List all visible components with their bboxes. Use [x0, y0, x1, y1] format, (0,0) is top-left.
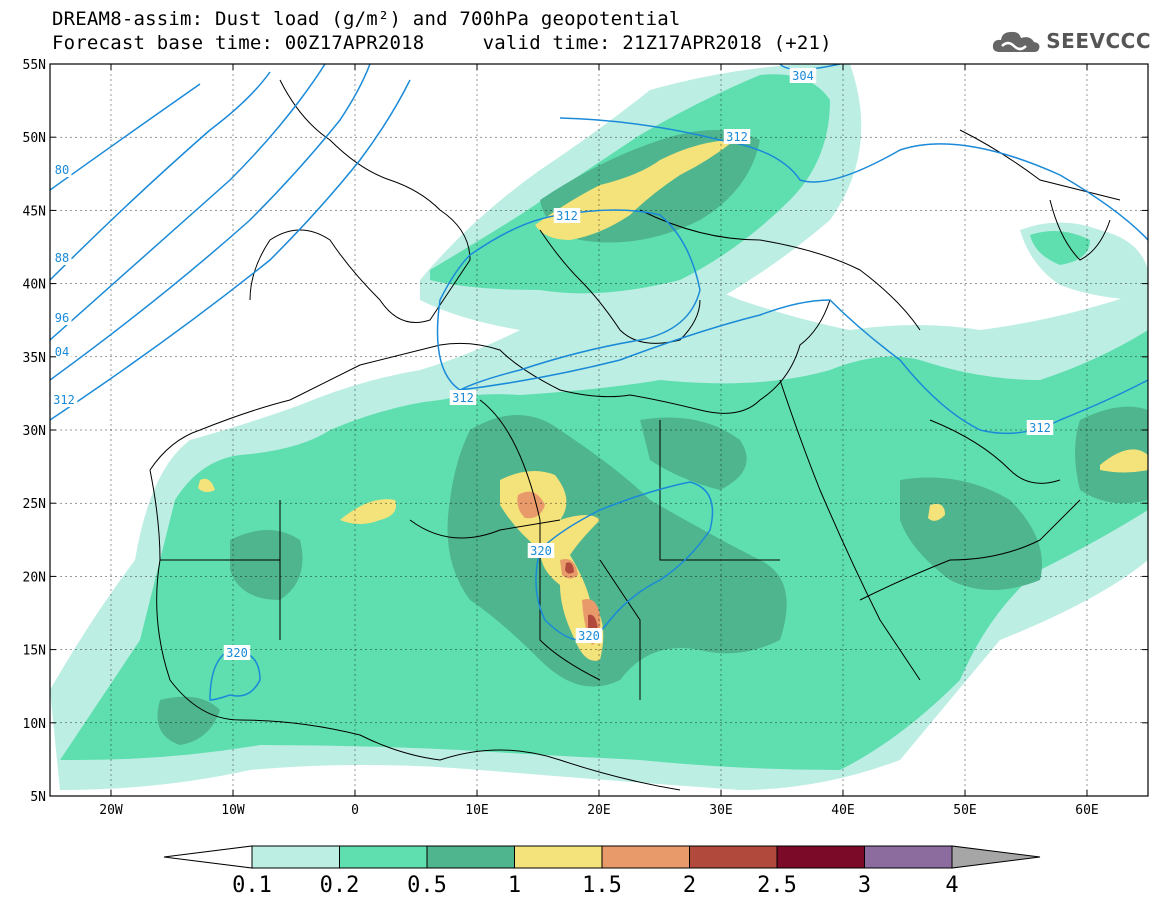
contour-label: 312 — [556, 209, 578, 223]
colorbar-max-arrow — [951, 845, 1041, 869]
contour-label: 96 — [55, 311, 69, 325]
contour-label: 312 — [452, 391, 474, 405]
lon-tick-label: 60E — [1075, 803, 1098, 818]
lon-tick-label: 30E — [709, 803, 732, 818]
contour-label-bg — [789, 68, 817, 83]
contour-label-bg — [50, 392, 78, 407]
colorbar-min-arrow — [163, 845, 253, 869]
contour-label: 88 — [55, 251, 69, 265]
colorbar-segment — [776, 845, 865, 869]
contour-label: 312 — [1029, 421, 1051, 435]
colorbar-segment — [601, 845, 690, 869]
lon-tick-label: 10W — [221, 803, 245, 818]
colorbar-segment — [426, 845, 515, 869]
lat-tick-label: 20N — [23, 570, 46, 585]
contour-label-bg — [52, 310, 72, 325]
lat-tick-label: 55N — [23, 58, 46, 73]
colorbar-segment — [339, 845, 428, 869]
title-line-2: Forecast base time: 00Z17APR2018 valid t… — [52, 32, 832, 54]
lat-tick-label: 10N — [23, 717, 46, 732]
colorbar-segment — [251, 845, 340, 869]
lat-tick-label: 50N — [23, 131, 46, 146]
contour-label: 320 — [226, 646, 248, 660]
contour-label-bg — [527, 543, 555, 558]
lon-axis: 20W 10W 0 10E 20E 30E 40E 50E 60E — [99, 64, 1099, 818]
lat-tick-label: 35N — [23, 351, 46, 366]
coastlines — [149, 79, 1121, 791]
lon-tick-label: 40E — [831, 803, 854, 818]
contour-label-bg — [223, 645, 251, 660]
contour-label-bg — [52, 344, 72, 359]
contour-label: 304 — [792, 69, 814, 83]
lat-tick-label: 30N — [23, 424, 46, 439]
contour-label-bg — [1026, 420, 1054, 435]
colorbar-label: 0.1 — [232, 873, 272, 898]
contour-label: 80 — [55, 163, 69, 177]
colorbar-label: 1.5 — [582, 873, 622, 898]
colorbar-label: 1 — [508, 873, 521, 898]
logo: SEEVCCC — [990, 26, 1151, 56]
contour-label: 312 — [726, 130, 748, 144]
lat-axis: 55N 50N 45N 40N 35N 30N 25N 20N 15N 10N 5N — [23, 58, 1148, 805]
lon-tick-label: 20E — [587, 803, 610, 818]
colorbar-label: 3 — [858, 873, 871, 898]
colorbar: 0.1 0.2 0.5 1 1.5 2 2.5 3 4 — [163, 845, 1041, 898]
cloud-icon — [993, 31, 1040, 52]
colorbar-label: 0.2 — [320, 873, 360, 898]
contour-label: 312 — [53, 393, 75, 407]
colorbar-segment — [864, 845, 953, 869]
contour-labels: 304 312 312 312 312 320 320 320 80 88 96 04 312 — [50, 68, 1054, 660]
title-line-1: DREAM8-assim: Dust load (g/m²) and 700hP… — [52, 8, 681, 30]
contour-label-bg — [723, 129, 751, 144]
lat-tick-label: 5N — [30, 790, 46, 805]
colorbar-label: 2 — [683, 873, 696, 898]
contour-label-bg — [449, 390, 477, 405]
colorbar-segment — [514, 845, 603, 869]
lon-tick-label: 20W — [99, 803, 123, 818]
contour-label-bg — [553, 208, 581, 223]
lon-tick-label: 50E — [953, 803, 976, 818]
logo-text: SEEVCCC — [1046, 29, 1151, 53]
lat-tick-label: 15N — [23, 644, 46, 659]
contour-label: 320 — [530, 544, 552, 558]
colorbar-label: 4 — [945, 873, 958, 898]
colorbar-label: 2.5 — [757, 873, 797, 898]
lon-tick-label: 0 — [351, 803, 359, 818]
contour-label-bg — [575, 628, 603, 643]
colorbar-label: 0.5 — [407, 873, 447, 898]
lat-tick-label: 25N — [23, 497, 46, 512]
colorbar-segment — [689, 845, 778, 869]
lat-tick-label: 45N — [23, 204, 46, 219]
contour-label: 320 — [578, 629, 600, 643]
contour-label-bg — [52, 162, 72, 177]
dust-layer-1 — [198, 140, 1148, 661]
contour-label: 04 — [55, 345, 69, 359]
lat-tick-label: 40N — [23, 278, 46, 293]
geopotential-contours — [50, 64, 1148, 701]
contour-label-bg — [52, 250, 72, 265]
graticule — [50, 64, 1148, 796]
lon-tick-label: 10E — [465, 803, 488, 818]
